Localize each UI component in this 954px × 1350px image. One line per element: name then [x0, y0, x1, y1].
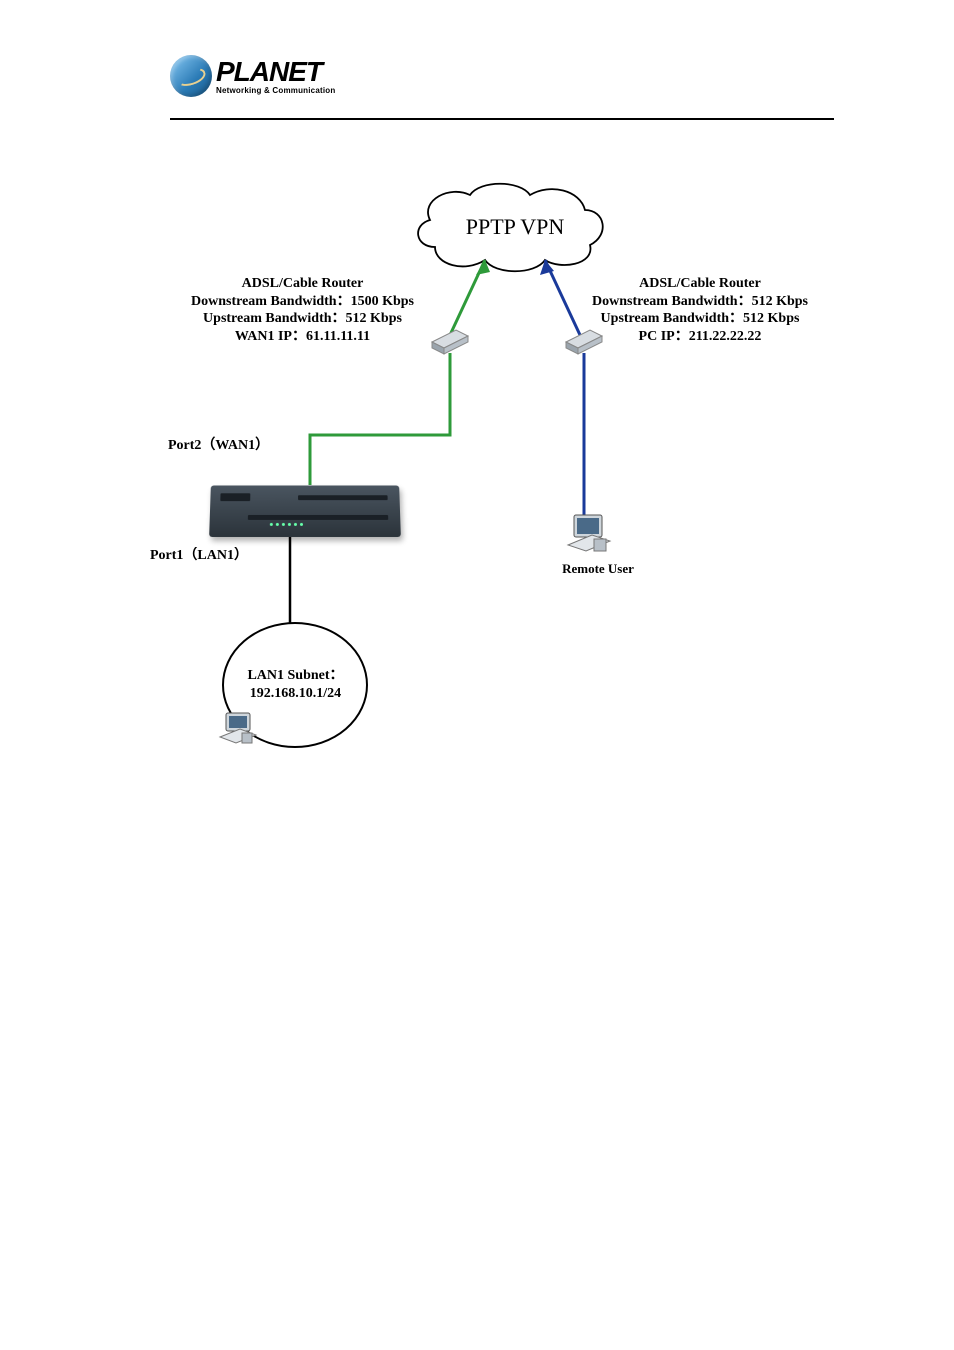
- right-router-line2: Downstream Bandwidth：512 Kbps: [580, 293, 820, 311]
- lan-subnet-info: LAN1 Subnet： 192.168.10.1/24: [238, 667, 353, 702]
- brand-text: PLANET Networking & Communication: [216, 58, 335, 95]
- right-router-line3: Upstream Bandwidth：512 Kbps: [580, 310, 820, 328]
- gateway-device: [209, 485, 401, 536]
- right-router-info: ADSL/Cable Router Downstream Bandwidth：5…: [580, 275, 820, 345]
- port2-label: Port2（WAN1）: [168, 437, 269, 455]
- left-router-info: ADSL/Cable Router Downstream Bandwidth：1…: [180, 275, 425, 345]
- port1-label: Port1（LAN1）: [150, 547, 248, 565]
- header-divider: [170, 118, 834, 120]
- right-router-line1: ADSL/Cable Router: [580, 275, 820, 293]
- device-led-row: [270, 523, 320, 529]
- lan-subnet-line1: LAN1 Subnet：: [238, 667, 353, 685]
- link-left-modem-to-device: [310, 353, 450, 485]
- document-page: PLANET Networking & Communication: [0, 0, 954, 1350]
- left-router-line1: ADSL/Cable Router: [180, 275, 425, 293]
- brand-name: PLANET: [216, 58, 335, 86]
- brand-tagline: Networking & Communication: [216, 86, 335, 95]
- remote-user-label: Remote User: [558, 561, 638, 577]
- network-diagram: PPTP VPN ADSL/Cable Router Downstream Ba…: [150, 175, 830, 775]
- left-router-line3: Upstream Bandwidth：512 Kbps: [180, 310, 425, 328]
- lan-subnet-line2: 192.168.10.1/24: [238, 685, 353, 703]
- brand-logo: PLANET Networking & Communication: [170, 55, 335, 97]
- right-router-line4: PC IP：211.22.22.22: [580, 328, 820, 346]
- left-router-line2: Downstream Bandwidth：1500 Kbps: [180, 293, 425, 311]
- left-modem-icon: [432, 330, 468, 354]
- vpn-cloud-label: PPTP VPN: [450, 213, 580, 241]
- planet-globe-icon: [170, 55, 212, 97]
- left-router-line4: WAN1 IP：61.11.11.11: [180, 328, 425, 346]
- remote-user-pc-icon: [568, 515, 610, 551]
